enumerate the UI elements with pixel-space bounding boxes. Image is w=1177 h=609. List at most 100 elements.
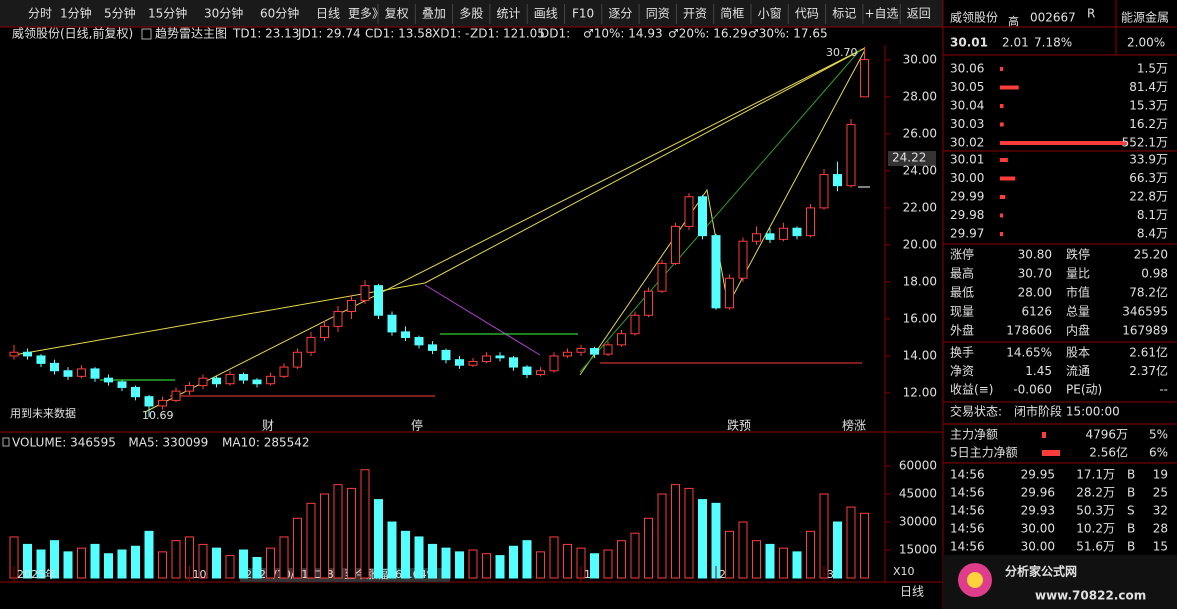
volume-bar bbox=[36, 549, 46, 579]
volume-bar bbox=[171, 540, 181, 579]
volume-bar bbox=[104, 553, 113, 579]
volume-bar bbox=[482, 553, 491, 579]
toolbar-button[interactable]: 代码 bbox=[795, 7, 819, 21]
volume-bar bbox=[360, 469, 370, 579]
volume-bar bbox=[590, 553, 599, 579]
volume-bar bbox=[293, 517, 302, 579]
candle-body bbox=[414, 336, 424, 346]
period-tab[interactable]: 30分钟 bbox=[204, 6, 243, 21]
flow-bar bbox=[1042, 450, 1060, 456]
candle-body bbox=[320, 325, 329, 338]
candle-body bbox=[279, 366, 289, 377]
tick-count: 32 bbox=[1153, 504, 1168, 518]
candle-body bbox=[725, 277, 734, 309]
book-bar bbox=[1000, 85, 1019, 90]
y-tick-label: 28.00 bbox=[903, 89, 937, 103]
book-volume: 22.8万 bbox=[1129, 190, 1168, 204]
candle-body bbox=[752, 233, 761, 242]
candle-body bbox=[333, 311, 343, 327]
tick-time: 14:56 bbox=[950, 468, 985, 482]
volume-bar bbox=[468, 549, 478, 579]
indicator-param: ZD1: 121.05 bbox=[470, 27, 545, 41]
volume-bar bbox=[549, 536, 559, 579]
period-tab[interactable]: 60分钟 bbox=[260, 6, 299, 21]
candle-body bbox=[306, 336, 316, 353]
period-tab[interactable]: 日线 bbox=[316, 7, 340, 21]
book-volume: 66.3万 bbox=[1129, 171, 1168, 185]
change-pct: 7.18% bbox=[1034, 36, 1072, 50]
toolbar-button[interactable]: 复权 bbox=[385, 7, 409, 21]
event-marker: 财 bbox=[262, 419, 274, 433]
stat-label: PE(动) bbox=[1066, 383, 1102, 397]
price: 30.01 bbox=[950, 36, 988, 50]
candle-body bbox=[671, 225, 680, 264]
toolbar-button[interactable]: 叠加 bbox=[422, 7, 446, 21]
volume-bar bbox=[23, 543, 32, 579]
cursor-price: 24.22 bbox=[892, 151, 926, 165]
volume-bar bbox=[725, 530, 734, 579]
candle-body bbox=[185, 385, 194, 392]
candle-body bbox=[657, 262, 667, 292]
toolbar-button[interactable]: 统计 bbox=[496, 7, 520, 21]
indicator-param: ♂20%: 16.29 bbox=[668, 27, 748, 41]
trend-line bbox=[424, 284, 541, 356]
volume-bar bbox=[266, 547, 275, 579]
stat-label: 量比 bbox=[1066, 267, 1090, 281]
stat-value: 28.00 bbox=[1018, 286, 1052, 300]
event-marker: 榜涨 bbox=[842, 418, 866, 433]
toolbar-button[interactable]: 逐分 bbox=[608, 7, 632, 21]
toolbar-button[interactable]: 同资 bbox=[646, 7, 670, 21]
stat-value: 30.70 bbox=[1018, 267, 1052, 281]
stat-label: 外盘 bbox=[950, 323, 974, 338]
toolbar bbox=[0, 0, 943, 27]
toolbar-button[interactable]: 返回 bbox=[907, 7, 931, 21]
stat-value: -0.060 bbox=[1013, 383, 1052, 397]
stat-label: 跌停 bbox=[1066, 247, 1090, 262]
period-tab[interactable]: 5分钟 bbox=[104, 6, 136, 21]
toolbar-button[interactable]: 简框 bbox=[720, 7, 744, 21]
candle-body bbox=[549, 355, 559, 372]
period-tab[interactable]: 1分钟 bbox=[60, 6, 92, 21]
x-tick-label: 1 bbox=[584, 568, 591, 581]
x-tick-label: 3 bbox=[827, 568, 834, 581]
toolbar-button[interactable]: 多股 bbox=[459, 7, 483, 21]
y-tick-label: 18.00 bbox=[903, 274, 937, 288]
stock-name: 威领股份 bbox=[950, 11, 998, 25]
candle-body bbox=[509, 357, 518, 368]
book-volume: 15.3万 bbox=[1129, 99, 1168, 113]
y-tick-label: 26.00 bbox=[903, 126, 937, 140]
toolbar-button[interactable]: 画线 bbox=[534, 7, 558, 21]
period-tab[interactable]: 15分钟 bbox=[148, 6, 187, 21]
candle-body bbox=[522, 366, 532, 375]
sector-name[interactable]: 能源金属 bbox=[1121, 10, 1169, 25]
book-price: 30.05 bbox=[950, 80, 984, 94]
toolbar-button[interactable]: F10 bbox=[572, 7, 594, 21]
book-volume: 552.1万 bbox=[1122, 136, 1168, 150]
book-price: 29.98 bbox=[950, 208, 984, 222]
toolbar-button[interactable]: 标记 bbox=[832, 7, 856, 21]
candle-body bbox=[171, 390, 181, 401]
candle-body bbox=[806, 207, 815, 237]
volume-bar bbox=[455, 551, 464, 579]
toolbar-button[interactable]: 小窗 bbox=[758, 7, 782, 21]
status: 闭市阶段 15:00:00 bbox=[1014, 404, 1120, 419]
candle-body bbox=[104, 377, 113, 383]
period-tab[interactable]: 分时 bbox=[28, 7, 52, 21]
book-bar bbox=[1000, 141, 1127, 145]
candle-body bbox=[860, 59, 869, 98]
stat-value: 14.65% bbox=[1006, 346, 1052, 360]
flow-value: 4796万 bbox=[1085, 428, 1128, 442]
period-tab[interactable]: 更多》 bbox=[348, 7, 384, 21]
candle-body bbox=[347, 299, 356, 313]
candle-body bbox=[536, 370, 545, 375]
candle-body bbox=[36, 355, 46, 364]
stat-label: 总量 bbox=[1066, 305, 1090, 319]
bottom-tab[interactable]: 日线 bbox=[900, 585, 924, 599]
volume-bar bbox=[752, 540, 761, 579]
volume-legend: VOLUME: 346595 bbox=[12, 436, 116, 450]
book-volume: 16.2万 bbox=[1129, 117, 1168, 131]
book-bar bbox=[1000, 122, 1004, 127]
toolbar-button[interactable]: 开资 bbox=[683, 7, 707, 21]
toolbar-button[interactable]: +自选 bbox=[864, 7, 898, 21]
logo-text: 分析家公式网 bbox=[1005, 564, 1077, 579]
